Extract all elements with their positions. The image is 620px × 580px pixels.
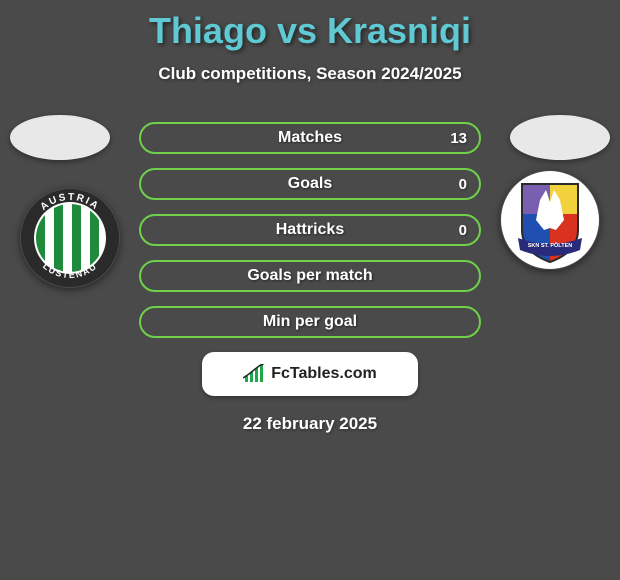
stat-value-right: 0 — [459, 222, 467, 239]
player-avatar-left — [10, 115, 110, 160]
club-right-banner-text: SKN ST. PÖLTEN — [528, 242, 573, 249]
stat-row: Hattricks 0 — [139, 214, 481, 246]
page-title: Thiago vs Krasniqi — [0, 0, 620, 52]
stat-label: Goals — [288, 175, 332, 193]
subtitle: Club competitions, Season 2024/2025 — [0, 64, 620, 84]
stat-label: Matches — [278, 129, 342, 147]
stat-value-right: 13 — [450, 130, 467, 147]
stat-row: Min per goal — [139, 306, 481, 338]
stat-label: Min per goal — [263, 313, 357, 331]
club-badge-left: AUSTRIA LUSTENAU — [20, 188, 120, 288]
stat-row: Goals per match — [139, 260, 481, 292]
date-text: 22 february 2025 — [0, 414, 620, 434]
stat-row: Matches 13 — [139, 122, 481, 154]
stat-value-right: 0 — [459, 176, 467, 193]
player-avatar-right — [510, 115, 610, 160]
stat-label: Hattricks — [276, 221, 344, 239]
stat-row: Goals 0 — [139, 168, 481, 200]
club-badge-right: SKN ST. PÖLTEN — [500, 170, 600, 270]
stats-table: Matches 13 Goals 0 Hattricks 0 Goals per match… — [139, 122, 481, 338]
stat-label: Goals per match — [247, 267, 372, 285]
brand-text: FcTables.com — [271, 365, 377, 383]
brand-box[interactable]: FcTables.com — [202, 352, 418, 396]
bar-chart-icon — [243, 364, 265, 384]
